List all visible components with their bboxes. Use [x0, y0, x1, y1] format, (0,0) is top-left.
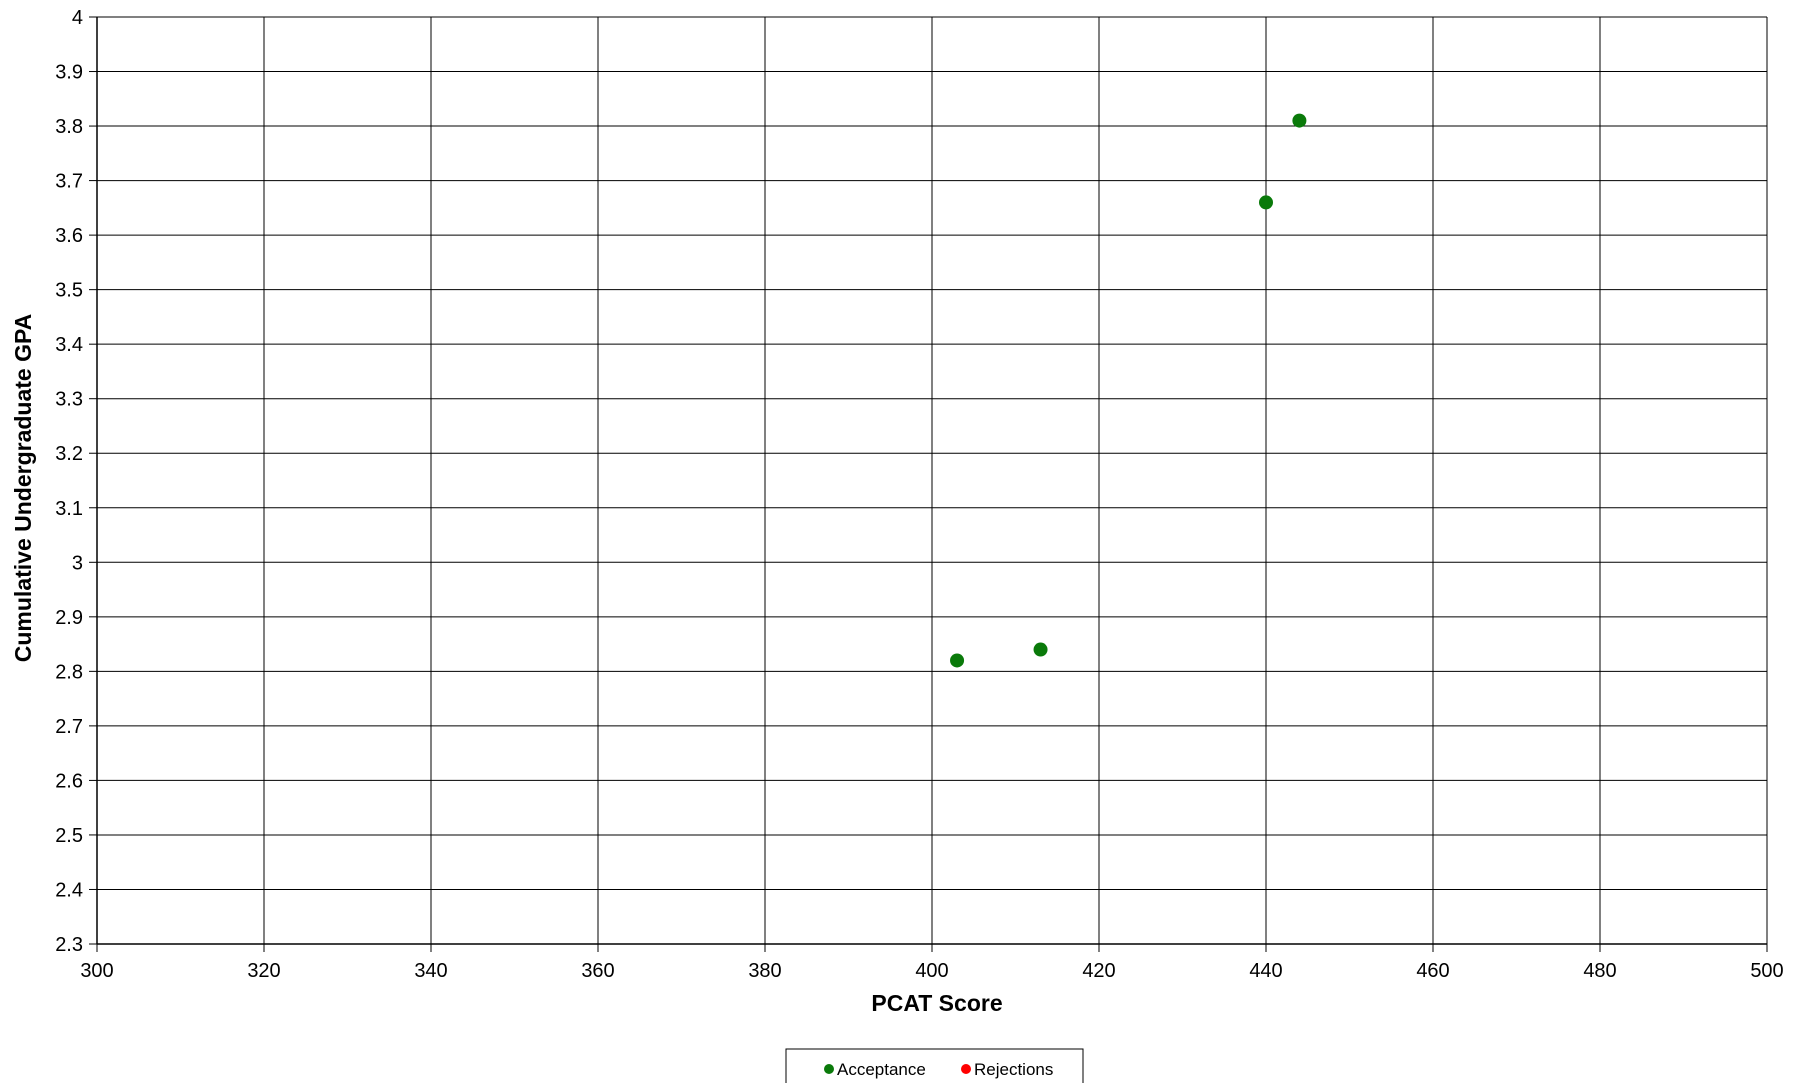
y-tick-label: 3.1	[55, 498, 83, 520]
y-axis-tick-labels: 2.3 2.4 2.5 2.6 2.7 2.8 2.9 3 3.1 3.2 3.3 3.4 3.5 3.6…	[55, 7, 83, 956]
legend-label-acceptance: Acceptance	[837, 1060, 926, 1079]
y-axis-title: Cumulative Undergraduate GPA	[10, 314, 36, 662]
y-tick-label: 3.8	[55, 116, 83, 138]
x-tick-label: 440	[1249, 960, 1282, 982]
x-tick-label: 360	[581, 960, 614, 982]
y-tick-label: 2.7	[55, 716, 83, 738]
legend: Acceptance Rejections	[785, 1048, 1084, 1083]
y-tick-label: 2.9	[55, 607, 83, 629]
y-tick-label: 3.4	[55, 334, 83, 356]
data-points	[950, 113, 1307, 668]
data-point-acceptance	[1259, 195, 1273, 210]
y-tick-label: 3	[72, 552, 83, 574]
legend-marker-rejections	[961, 1064, 971, 1074]
x-tick-label: 400	[915, 960, 948, 982]
x-tick-label: 500	[1750, 960, 1783, 982]
x-tick-label: 380	[748, 960, 781, 982]
y-tick-label: 2.3	[55, 934, 83, 956]
y-tick-label: 2.6	[55, 770, 83, 792]
y-tick-label: 3.5	[55, 280, 83, 302]
y-tick-label: 3.6	[55, 225, 83, 247]
x-axis-title: PCAT Score	[871, 990, 1002, 1016]
axes	[89, 16, 1768, 952]
y-tick-label: 3.2	[55, 443, 83, 465]
x-tick-label: 480	[1583, 960, 1616, 982]
x-tick-label: 460	[1416, 960, 1449, 982]
y-tick-label: 2.4	[55, 879, 83, 901]
grid-lines	[96, 16, 1768, 945]
legend-label-rejections: Rejections	[974, 1060, 1053, 1079]
legend-marker-acceptance	[824, 1064, 834, 1074]
y-tick-label: 3.7	[55, 171, 83, 193]
x-tick-label: 300	[80, 960, 113, 982]
y-tick-label: 3.3	[55, 389, 83, 411]
x-tick-label: 320	[247, 960, 280, 982]
y-tick-label: 2.5	[55, 825, 83, 847]
x-axis-tick-labels: 300 320 340 360 380 400 420 440 460 480 500	[80, 960, 1783, 982]
y-tick-label: 3.9	[55, 62, 83, 84]
data-point-acceptance	[1033, 642, 1048, 657]
legend-box	[785, 1048, 1084, 1083]
x-tick-label: 420	[1082, 960, 1115, 982]
data-point-acceptance	[1292, 113, 1307, 128]
data-point-acceptance	[950, 653, 965, 668]
y-tick-label: 4	[72, 7, 83, 29]
y-tick-label: 2.8	[55, 661, 83, 683]
x-tick-label: 340	[414, 960, 447, 982]
